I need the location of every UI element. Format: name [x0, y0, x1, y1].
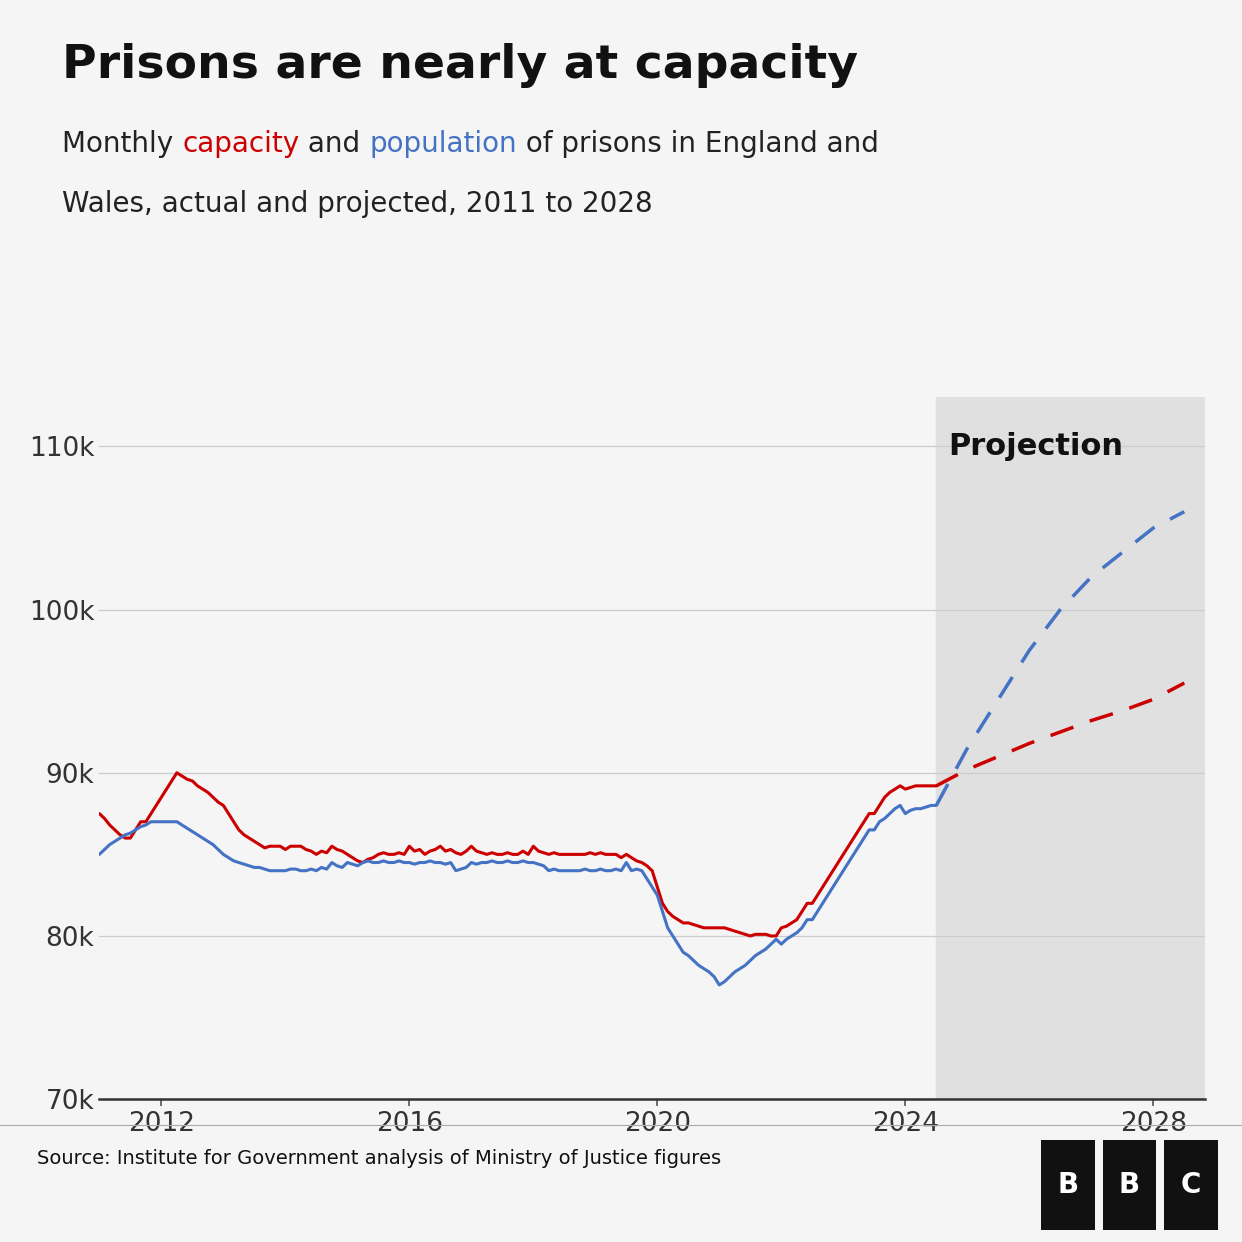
Text: Wales, actual and projected, 2011 to 2028: Wales, actual and projected, 2011 to 202…: [62, 190, 653, 219]
Text: B: B: [1119, 1171, 1140, 1199]
Text: C: C: [1181, 1171, 1201, 1199]
Text: capacity: capacity: [183, 130, 299, 159]
Text: Monthly: Monthly: [62, 130, 183, 159]
Text: of prisons in England and: of prisons in England and: [517, 130, 879, 159]
Text: and: and: [299, 130, 369, 159]
Bar: [936, 397, 1205, 1099]
Bar: [1164, 1140, 1218, 1230]
Bar: [1041, 1140, 1095, 1230]
Text: Projection: Projection: [949, 431, 1124, 461]
Bar: [1103, 1140, 1156, 1230]
Text: Source: Institute for Government analysis of Ministry of Justice figures: Source: Institute for Government analysi…: [37, 1149, 722, 1167]
Text: B: B: [1057, 1171, 1078, 1199]
Text: Prisons are nearly at capacity: Prisons are nearly at capacity: [62, 43, 858, 88]
Text: population: population: [369, 130, 517, 159]
